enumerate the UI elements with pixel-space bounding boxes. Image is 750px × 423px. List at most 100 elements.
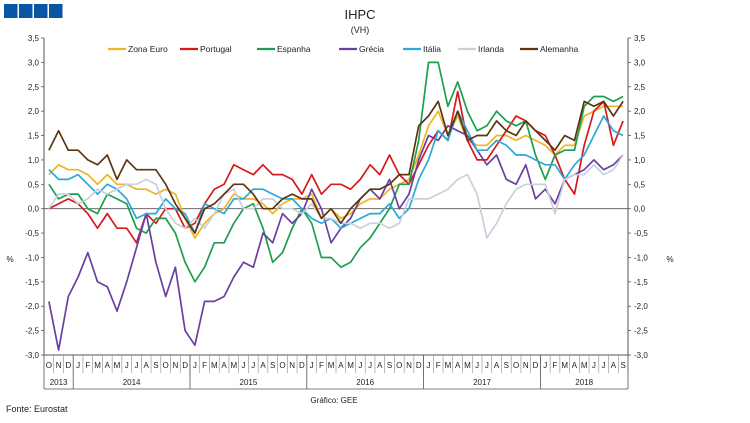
legend-label-zona-euro: Zona Euro xyxy=(128,44,168,54)
month-tick-label: F xyxy=(202,361,207,370)
month-tick-label: D xyxy=(182,361,188,370)
month-tick-label: N xyxy=(56,361,62,370)
legend-label-portugal: Portugal xyxy=(200,44,232,54)
y-tick-label-left: 0,5 xyxy=(28,180,40,189)
month-tick-label: M xyxy=(230,361,237,370)
year-label: 2017 xyxy=(473,378,491,387)
month-tick-label: S xyxy=(504,361,509,370)
month-tick-label: D xyxy=(65,361,71,370)
y-tick-label-right: -0,5 xyxy=(634,229,648,238)
year-label: 2018 xyxy=(575,378,593,387)
month-tick-label: O xyxy=(46,361,52,370)
month-tick-label: M xyxy=(328,361,335,370)
month-tick-label: F xyxy=(85,361,90,370)
month-tick-label: A xyxy=(105,361,111,370)
legend-label-it-lia: Itália xyxy=(423,44,441,54)
legend-label-espanha: Espanha xyxy=(277,44,311,54)
header-box-2 xyxy=(19,4,33,18)
month-tick-label: J xyxy=(125,361,129,370)
month-tick-label: J xyxy=(310,361,314,370)
series-line-alemanha xyxy=(48,100,624,234)
month-tick-label: D xyxy=(533,361,539,370)
month-tick-label: M xyxy=(347,361,354,370)
legend-label-gr-cia: Grécia xyxy=(359,44,384,54)
month-tick-label: A xyxy=(260,361,266,370)
month-tick-label: D xyxy=(299,361,305,370)
month-tick-label: J xyxy=(602,361,606,370)
y-tick-label-right: -3,0 xyxy=(634,351,648,360)
y-tick-label-right: -2,0 xyxy=(634,302,648,311)
month-tick-label: F xyxy=(553,361,558,370)
month-tick-label: J xyxy=(426,361,430,370)
month-tick-label: A xyxy=(494,361,500,370)
month-tick-label: S xyxy=(270,361,275,370)
y-tick-label-left: -1,0 xyxy=(25,253,39,262)
y-tick-label-right: 0,5 xyxy=(634,180,646,189)
month-tick-label: M xyxy=(581,361,588,370)
y-tick-label-right: 3,5 xyxy=(634,34,646,43)
y-tick-label-left: 2,5 xyxy=(28,83,40,92)
y-tick-label-right: -2,5 xyxy=(634,327,648,336)
y-tick-label-left: 3,5 xyxy=(28,34,40,43)
year-label: 2015 xyxy=(240,378,258,387)
y-tick-label-right: 3,0 xyxy=(634,58,646,67)
month-tick-label: O xyxy=(279,361,285,370)
month-tick-label: A xyxy=(572,361,578,370)
month-tick-label: M xyxy=(114,361,121,370)
y-axis-label-left: % xyxy=(6,255,13,264)
y-tick-label-left: -1,5 xyxy=(25,278,39,287)
month-tick-label: J xyxy=(193,361,197,370)
month-tick-label: J xyxy=(134,361,138,370)
series-line-gr-cia xyxy=(48,124,624,351)
month-tick-label: S xyxy=(387,361,392,370)
month-tick-label: S xyxy=(153,361,158,370)
y-tick-label-right: 1,0 xyxy=(634,156,646,165)
month-tick-label: A xyxy=(611,361,617,370)
month-tick-label: J xyxy=(358,361,362,370)
series-line-zona-euro xyxy=(48,105,624,239)
month-tick-label: N xyxy=(289,361,295,370)
series-line-irlanda xyxy=(48,154,624,239)
month-tick-label: A xyxy=(338,361,344,370)
y-tick-label-left: 1,0 xyxy=(28,156,40,165)
month-tick-label: A xyxy=(455,361,461,370)
y-tick-label-right: 2,5 xyxy=(634,83,646,92)
legend: Zona Euro Portugal Espanha Grécia Itália Irla… xyxy=(108,44,579,54)
month-tick-label: D xyxy=(416,361,422,370)
year-label: 2013 xyxy=(50,378,68,387)
legend-label-irlanda: Irlanda xyxy=(478,44,504,54)
y-tick-label-left: -2,0 xyxy=(25,302,39,311)
y-tick-label-left: 0,0 xyxy=(28,205,40,214)
header-box-3 xyxy=(34,4,48,18)
y-tick-label-left: 2,0 xyxy=(28,107,40,116)
chart-title: IHPC xyxy=(344,7,375,22)
legend-label-alemanha: Alemanha xyxy=(540,44,579,54)
series-line-espanha xyxy=(48,61,624,283)
month-tick-label: N xyxy=(173,361,179,370)
month-tick-label: J xyxy=(251,361,255,370)
header-box-1 xyxy=(4,4,18,18)
month-tick-label: N xyxy=(523,361,529,370)
month-tick-label: J xyxy=(592,361,596,370)
month-tick-label: M xyxy=(445,361,452,370)
month-tick-label: N xyxy=(406,361,412,370)
header-boxes xyxy=(4,4,63,18)
month-tick-label: J xyxy=(485,361,489,370)
month-tick-label: J xyxy=(543,361,547,370)
month-tick-label: J xyxy=(368,361,372,370)
y-tick-label-right: 1,5 xyxy=(634,132,646,141)
month-tick-label: A xyxy=(377,361,383,370)
y-tick-label-right: 2,0 xyxy=(634,107,646,116)
y-tick-label-right: 0,0 xyxy=(634,205,646,214)
y-tick-label-left: -2,5 xyxy=(25,327,39,336)
y-tick-label-left: 3,0 xyxy=(28,58,40,67)
month-tick-label: O xyxy=(396,361,402,370)
month-tick-label: M xyxy=(211,361,218,370)
chart-caption: Gráfico: GEE xyxy=(310,396,357,405)
series-line-it-lia xyxy=(48,110,624,234)
month-tick-label: M xyxy=(94,361,101,370)
month-tick-label: S xyxy=(620,361,625,370)
month-tick-label: O xyxy=(163,361,169,370)
